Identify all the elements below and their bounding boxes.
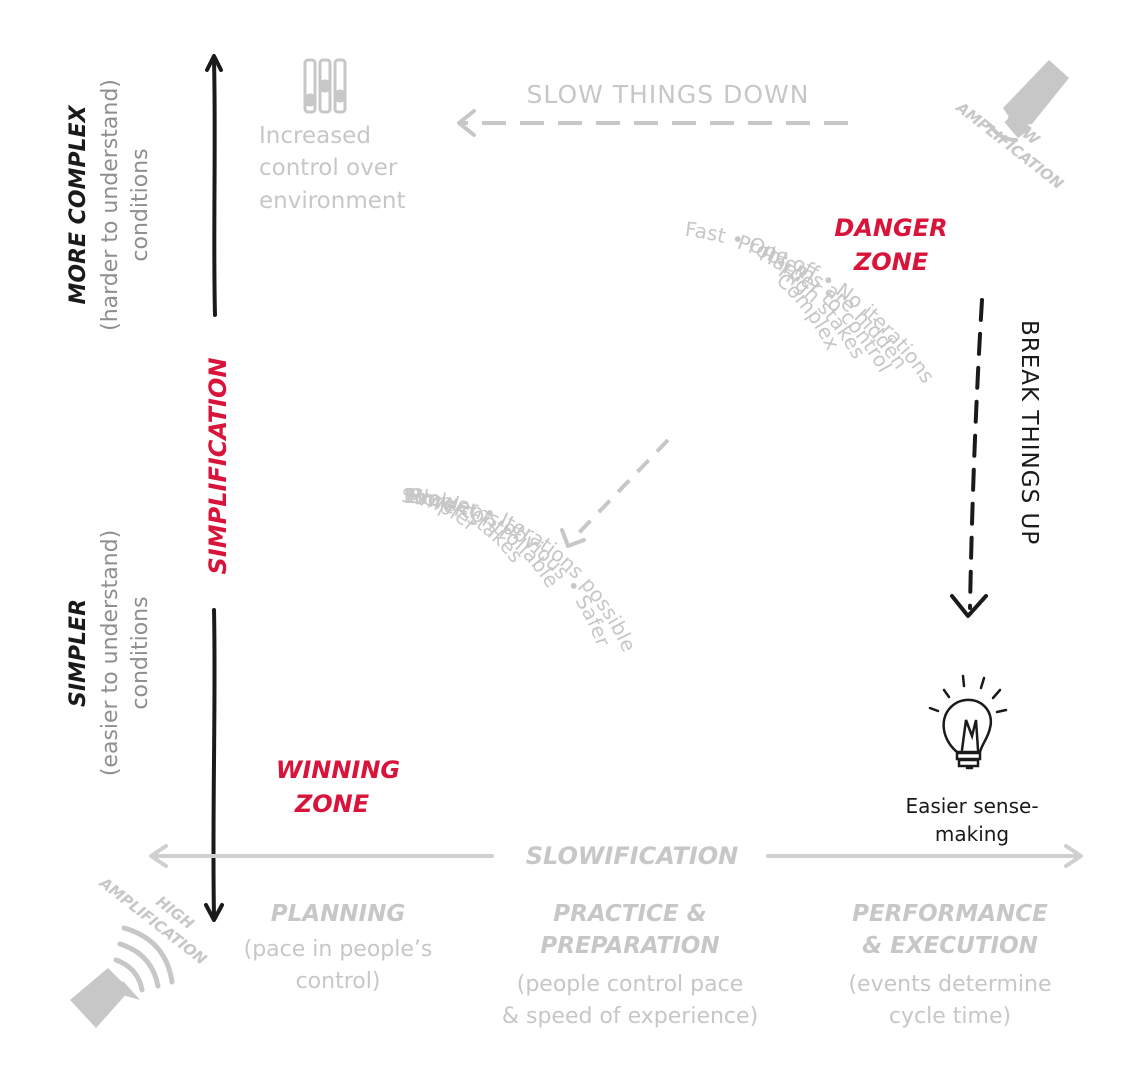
danger-zone-line2: ZONE bbox=[853, 248, 929, 276]
simpler-line2: conditions bbox=[128, 596, 153, 709]
simpler-title: SIMPLER bbox=[66, 599, 91, 707]
phase-desc: (pace in people’s bbox=[244, 937, 433, 962]
phase-planning: PLANNING (pace in people’s control) bbox=[244, 901, 433, 994]
phase-desc: cycle time) bbox=[889, 1004, 1011, 1029]
more-complex-line1: (harder to understand) bbox=[98, 79, 123, 331]
slow-down-arrow bbox=[457, 109, 848, 137]
phase-desc: & speed of experience) bbox=[502, 1004, 758, 1029]
phase-desc: (events determine bbox=[848, 972, 1051, 997]
slowification-axis: SLOWIFICATION bbox=[149, 842, 1083, 870]
break-things-up-arrow bbox=[950, 298, 988, 618]
phase-practice: PRACTICE & PREPARATION (people control p… bbox=[502, 901, 758, 1029]
more-complex-line2: conditions bbox=[128, 148, 153, 261]
danger-zone-line1: DANGER bbox=[834, 214, 947, 242]
simplification-axis: SIMPLIFICATION bbox=[204, 54, 232, 922]
control-line1: Increased bbox=[259, 123, 371, 149]
break-things-up-label: BREAK THINGS UP bbox=[1016, 320, 1042, 545]
winning-attributes: Slower • Iterations possible Problems ob… bbox=[400, 483, 641, 655]
phase-performance: PERFORMANCE & EXECUTION (events determin… bbox=[848, 901, 1051, 1029]
winning-zone-line2: ZONE bbox=[294, 790, 370, 818]
control-line2: control over bbox=[259, 155, 398, 181]
sense-making-line1: Easier sense- bbox=[905, 794, 1038, 818]
more-complex-label: MORE COMPLEX (harder to understand) cond… bbox=[66, 79, 153, 331]
phase-title: PLANNING bbox=[271, 901, 406, 927]
phase-title: PRACTICE & bbox=[553, 901, 706, 927]
simpler-line1: (easier to understand) bbox=[98, 530, 123, 776]
lightbulb-icon bbox=[928, 674, 1008, 770]
speaker-low-icon bbox=[988, 60, 1069, 142]
sliders-icon bbox=[303, 58, 347, 114]
sense-making-line2: making bbox=[935, 822, 1009, 846]
speaker-high-icon bbox=[70, 925, 175, 1028]
diagonal-arrow bbox=[560, 438, 670, 548]
simplification-label: SIMPLIFICATION bbox=[204, 358, 232, 575]
phase-desc: control) bbox=[296, 969, 381, 994]
phase-title: PREPARATION bbox=[540, 933, 719, 959]
danger-attributes: Complex High stakes Harder to control Pr… bbox=[684, 217, 940, 388]
more-complex-title: MORE COMPLEX bbox=[66, 104, 91, 304]
simpler-label: SIMPLER (easier to understand) condition… bbox=[66, 530, 153, 776]
phase-title: PERFORMANCE bbox=[852, 901, 1048, 927]
control-line3: environment bbox=[259, 188, 405, 214]
winning-zone-line1: WINNING bbox=[276, 756, 400, 784]
phase-desc: (people control pace bbox=[517, 972, 743, 997]
phase-title: & EXECUTION bbox=[862, 933, 1038, 959]
slowification-label: SLOWIFICATION bbox=[526, 842, 739, 870]
slow-things-down-label: SLOW THINGS DOWN bbox=[527, 80, 810, 109]
